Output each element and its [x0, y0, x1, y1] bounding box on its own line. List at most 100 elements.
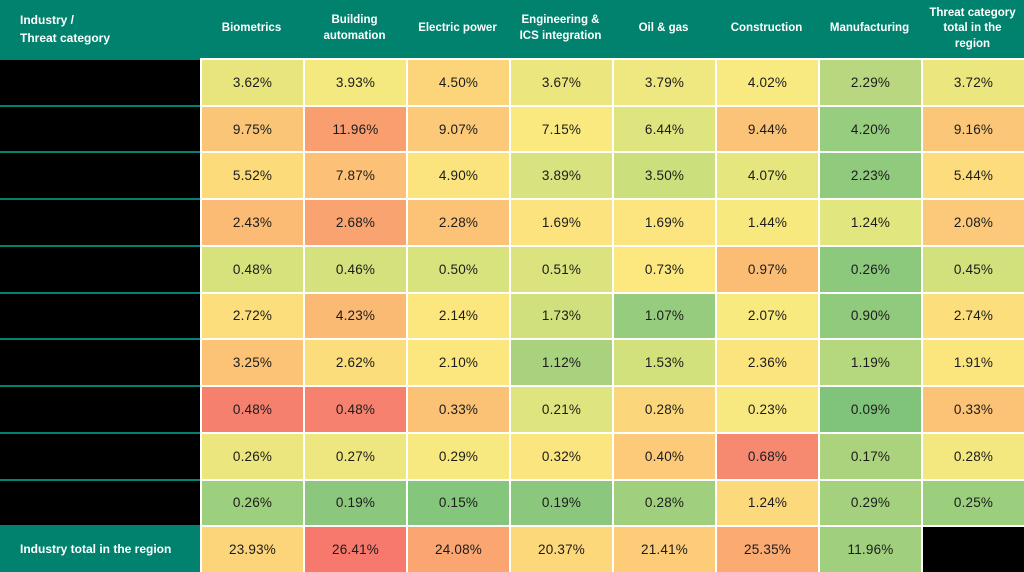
heatmap-cell: 0.32% [509, 431, 612, 479]
heatmap-cell: 3.89% [509, 151, 612, 199]
heatmap-cell: 3.50% [612, 151, 715, 199]
heatmap-cell: 0.29% [818, 478, 921, 526]
row-label-redacted [0, 151, 200, 199]
heatmap-cell: 4.02% [715, 58, 818, 105]
heatmap-cell: 1.12% [509, 338, 612, 386]
heatmap-cell: 0.48% [200, 244, 303, 292]
heatmap-cell: 0.48% [200, 385, 303, 432]
heatmap-cell: 2.07% [715, 291, 818, 339]
heatmap-cell: 2.36% [715, 338, 818, 386]
heatmap-cell: 2.23% [818, 151, 921, 199]
total-heatmap-cell: 21.41% [612, 525, 715, 572]
heatmap-cell: 3.25% [200, 338, 303, 386]
row-label-redacted [0, 291, 200, 339]
column-header-manufacturing: Manufacturing [818, 0, 921, 58]
heatmap-cell: 1.53% [612, 338, 715, 386]
total-heatmap-cell: 23.93% [200, 525, 303, 572]
row-label-redacted [0, 338, 200, 386]
heatmap-cell: 1.73% [509, 291, 612, 339]
row-label-redacted [0, 385, 200, 432]
heatmap-cell: 2.14% [406, 291, 509, 339]
row-label-redacted [0, 244, 200, 292]
column-header-engineering-ics-integration: Engineering & ICS integration [509, 0, 612, 58]
corner-header: Industry / Threat category [0, 0, 200, 58]
heatmap-cell: 0.33% [921, 385, 1024, 432]
row-label-redacted [0, 104, 200, 152]
heatmap-cell: 0.97% [715, 244, 818, 292]
total-heatmap-cell: 20.37% [509, 525, 612, 572]
row-label-redacted [0, 431, 200, 479]
heatmap-cell: 5.52% [200, 151, 303, 199]
heatmap-cell: 2.08% [921, 198, 1024, 245]
row-label-redacted [0, 198, 200, 245]
heatmap-cell: 0.51% [509, 244, 612, 292]
heatmap-cell: 1.19% [818, 338, 921, 386]
heatmap-cell: 2.72% [200, 291, 303, 339]
heatmap-cell: 0.90% [818, 291, 921, 339]
heatmap-cell: 0.27% [303, 431, 406, 479]
heatmap-cell: 1.07% [612, 291, 715, 339]
heatmap-cell: 1.69% [612, 198, 715, 245]
heatmap-cell: 0.50% [406, 244, 509, 292]
column-header-building-automation: Building automation [303, 0, 406, 58]
heatmap-cell: 9.16% [921, 104, 1024, 152]
heatmap-cell: 1.44% [715, 198, 818, 245]
heatmap-cell: 0.15% [406, 478, 509, 526]
heatmap-cell: 3.79% [612, 58, 715, 105]
heatmap-cell: 0.45% [921, 244, 1024, 292]
heatmap-cell: 4.07% [715, 151, 818, 199]
heatmap-cell: 0.33% [406, 385, 509, 432]
heatmap-cell: 4.90% [406, 151, 509, 199]
heatmap-cell: 2.74% [921, 291, 1024, 339]
heatmap-cell: 0.28% [921, 431, 1024, 479]
heatmap-cell: 3.67% [509, 58, 612, 105]
heatmap-cell: 1.91% [921, 338, 1024, 386]
heatmap-cell: 7.87% [303, 151, 406, 199]
row-label-redacted [0, 478, 200, 526]
total-heatmap-cell: 11.96% [818, 525, 921, 572]
heatmap-cell: 0.26% [200, 431, 303, 479]
column-header-oil-gas: Oil & gas [612, 0, 715, 58]
heatmap-cell: 0.68% [715, 431, 818, 479]
heatmap-cell: 1.24% [715, 478, 818, 526]
heatmap-cell: 0.73% [612, 244, 715, 292]
heatmap-cell: 4.20% [818, 104, 921, 152]
heatmap-cell: 3.62% [200, 58, 303, 105]
heatmap-cell: 9.75% [200, 104, 303, 152]
heatmap-cell: 0.19% [303, 478, 406, 526]
column-header-biometrics: Biometrics [200, 0, 303, 58]
heatmap-cell: 0.26% [818, 244, 921, 292]
row-label-redacted [0, 58, 200, 105]
heatmap-cell: 0.28% [612, 385, 715, 432]
heatmap-cell: 0.29% [406, 431, 509, 479]
heatmap-cell: 0.17% [818, 431, 921, 479]
heatmap-cell: 2.68% [303, 198, 406, 245]
heatmap-cell: 0.40% [612, 431, 715, 479]
total-heatmap-cell: 26.41% [303, 525, 406, 572]
heatmap-cell: 0.21% [509, 385, 612, 432]
heatmap-cell: 2.43% [200, 198, 303, 245]
heatmap-cell: 9.44% [715, 104, 818, 152]
heatmap-cell: 9.07% [406, 104, 509, 152]
heatmap-cell: 3.72% [921, 58, 1024, 105]
heatmap-cell: 4.23% [303, 291, 406, 339]
column-header-electric-power: Electric power [406, 0, 509, 58]
total-cell-redacted [921, 525, 1024, 572]
heatmap-cell: 11.96% [303, 104, 406, 152]
total-heatmap-cell: 24.08% [406, 525, 509, 572]
heatmap-cell: 2.62% [303, 338, 406, 386]
heatmap-cell: 4.50% [406, 58, 509, 105]
heatmap-cell: 1.24% [818, 198, 921, 245]
heatmap-cell: 0.26% [200, 478, 303, 526]
heatmap-cell: 7.15% [509, 104, 612, 152]
heatmap-cell: 5.44% [921, 151, 1024, 199]
heatmap-cell: 2.10% [406, 338, 509, 386]
heatmap-cell: 2.29% [818, 58, 921, 105]
heatmap-cell: 0.28% [612, 478, 715, 526]
heatmap-cell: 0.09% [818, 385, 921, 432]
total-row-label: Industry total in the region [0, 525, 200, 572]
total-heatmap-cell: 25.35% [715, 525, 818, 572]
heatmap-cell: 6.44% [612, 104, 715, 152]
heatmap-cell: 0.46% [303, 244, 406, 292]
